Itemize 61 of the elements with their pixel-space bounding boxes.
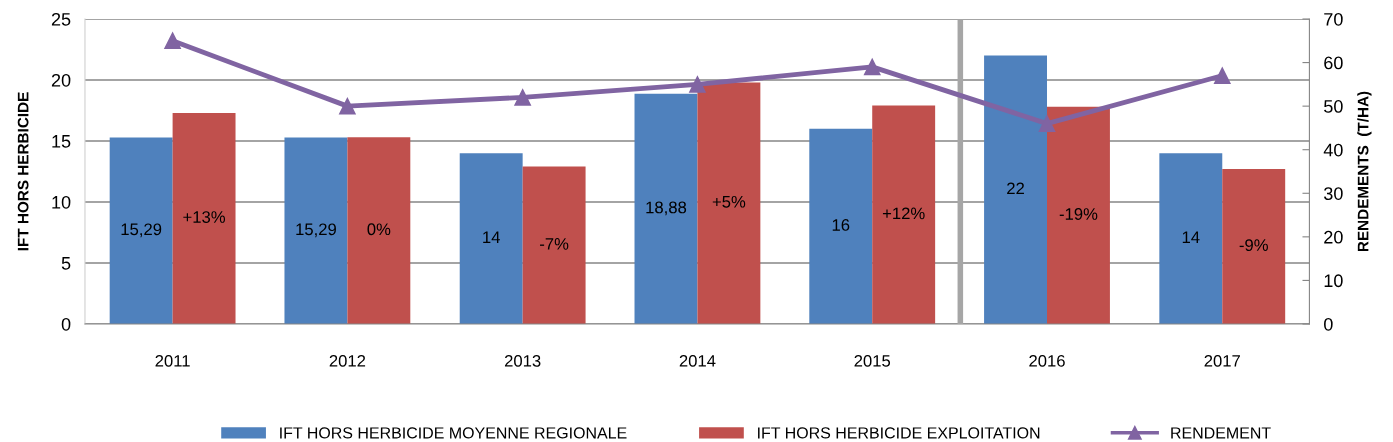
annotation: -9% — [1239, 239, 1268, 251]
y2-tick-label: 60 — [1324, 56, 1343, 70]
y2-tick-label: 50 — [1324, 100, 1343, 113]
data-label: 22 — [1007, 182, 1024, 195]
y2-tick-label: 20 — [1324, 230, 1343, 244]
bar — [172, 112, 236, 324]
x-tick-label: 2016 — [1029, 354, 1065, 367]
bar — [872, 105, 936, 324]
y-tick-label: 25 — [51, 12, 71, 26]
data-label: 15,29 — [296, 223, 336, 238]
point — [339, 97, 356, 115]
point — [863, 58, 881, 76]
x-tick-label: 2017 — [1204, 354, 1240, 367]
y2-tick-label: 40 — [1323, 143, 1343, 157]
point — [514, 89, 531, 106]
data-label: 15,29 — [121, 223, 162, 238]
y-axis-title: IFT HORS HERBICIDE — [17, 92, 29, 251]
bar — [1159, 153, 1223, 324]
bar — [809, 128, 873, 324]
point — [1038, 115, 1056, 132]
annotation: -19% — [1059, 208, 1098, 220]
y-tick-label: 10 — [52, 195, 71, 209]
y2-tick-label: 0 — [1324, 317, 1333, 331]
y2-tick-label: 30 — [1324, 187, 1343, 200]
x-tick-label: 2015 — [854, 354, 891, 367]
annotation: +12% — [882, 207, 925, 220]
annotation: 0% — [367, 223, 391, 236]
x-tick-label: 2013 — [504, 354, 541, 367]
bar — [109, 137, 173, 324]
annotation: -7% — [540, 238, 569, 250]
annotation: +5% — [712, 195, 746, 208]
y-tick-label: 20 — [51, 73, 71, 87]
x-tick-label: 2012 — [329, 354, 366, 367]
annotation: +13% — [183, 211, 226, 223]
y2-tick-label: 70 — [1324, 12, 1343, 26]
x-tick-label: 2014 — [679, 354, 716, 367]
bar — [284, 137, 348, 324]
bar — [459, 153, 523, 324]
bar — [697, 82, 761, 324]
point — [689, 76, 706, 93]
data-label: 16 — [832, 219, 850, 231]
data-label: 18,88 — [646, 201, 687, 216]
data-label: 14 — [483, 231, 500, 243]
bar — [522, 166, 586, 324]
point — [164, 32, 181, 50]
y-tick-label: 5 — [61, 257, 71, 270]
legend-label: IFT HORS HERBICIDE MOYENNE REGIONALE — [280, 427, 627, 439]
y2-axis-title: RENDEMENTS (T/HA) — [1357, 91, 1372, 252]
bar — [347, 137, 411, 324]
y-tick-label: 15 — [52, 135, 71, 148]
bar — [984, 55, 1047, 324]
bar — [1047, 106, 1110, 324]
y2-tick-label: 10 — [1324, 274, 1343, 288]
data-label: 14 — [1182, 231, 1200, 243]
legend-label: IFT HORS HERBICIDE EXPLOITATION — [758, 427, 1040, 439]
y-tick-label: 0 — [61, 317, 71, 331]
bar — [634, 93, 698, 324]
legend-label: RENDEMENT — [1171, 427, 1271, 439]
x-tick-label: 2011 — [155, 354, 190, 367]
bar — [1222, 169, 1286, 324]
point — [1213, 67, 1231, 84]
